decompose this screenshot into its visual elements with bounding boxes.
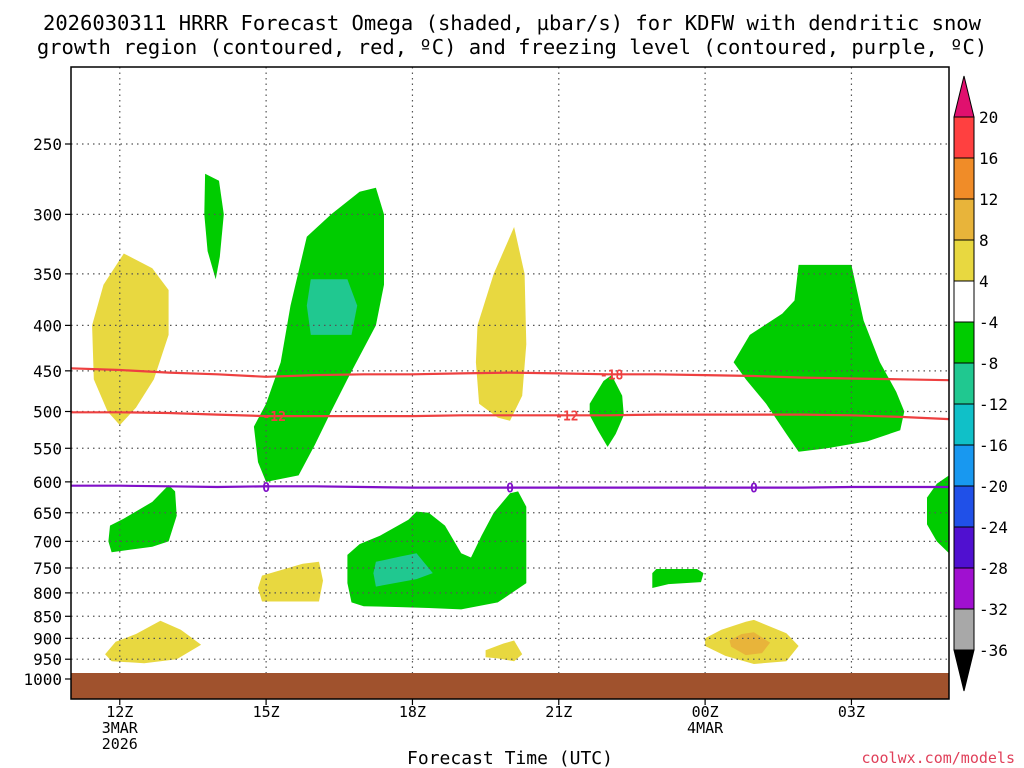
- omega-region-sink-18z-core: [373, 553, 433, 587]
- chart-title-line-2: growth region (contoured, red, ºC) and f…: [37, 35, 987, 59]
- colorbar-tick--36: -36: [979, 641, 1008, 660]
- contour-labels: -18 -12 0 -12 0 0: [262, 368, 758, 497]
- ground-surface: [71, 673, 949, 699]
- y-tick-label-650: 650: [33, 504, 62, 523]
- colorbar-bin--12--8: [953, 362, 975, 405]
- colorbar-bin-16-20: [953, 116, 975, 159]
- contour-label-0: 0: [262, 481, 270, 496]
- contour--18: [71, 367, 949, 382]
- colorbar-tick--20: -20: [979, 477, 1008, 496]
- x-tick-label-3-0: 21Z: [545, 703, 572, 721]
- grid-lines: [71, 67, 949, 699]
- x-tick-label-0-1: 3MAR: [102, 719, 139, 737]
- colorbar-bin--4-4: [953, 280, 975, 323]
- colorbar-tick--4: -4: [979, 313, 998, 332]
- contour-label--18: -18: [600, 368, 624, 383]
- y-tick-label-950: 950: [33, 650, 62, 669]
- y-tick-label-750: 750: [33, 559, 62, 578]
- x-tick-label-4-0: 00Z: [692, 703, 719, 721]
- omega-region-rise-12z-upper: [92, 253, 169, 426]
- contour-label-extra-2: 0: [750, 482, 758, 497]
- colorbar-bin--16--12: [953, 403, 975, 446]
- x-tick-label-0-2: 2026: [102, 735, 138, 753]
- y-tick-label-1000: 1000: [23, 670, 62, 689]
- omega-region-sink-right-edge: [927, 475, 949, 554]
- colorbar-tick--24: -24: [979, 518, 1008, 537]
- omega-region-sink-22z-small: [589, 375, 624, 447]
- colorbar-bin--36--32: [953, 608, 975, 651]
- omega-region-sink-14z-thin: [204, 173, 224, 280]
- contour--12: [71, 411, 949, 421]
- colorbar-tick--32: -32: [979, 600, 1008, 619]
- colorbar-bin--32--28: [953, 567, 975, 610]
- x-tick-label-2-0: 18Z: [399, 703, 426, 721]
- contour-label-extra-0: -12: [555, 409, 578, 424]
- y-tick-label-250: 250: [33, 135, 62, 154]
- y-tick-label-350: 350: [33, 265, 62, 284]
- colorbar-bin--8--4: [953, 321, 975, 364]
- y-tick-label-900: 900: [33, 629, 62, 648]
- colorbar-tick--12: -12: [979, 395, 1008, 414]
- contour-label--12: -12: [262, 410, 285, 425]
- x-tick-label-1-0: 15Z: [253, 703, 280, 721]
- colorbar-bin--20--16: [953, 444, 975, 487]
- ground-band: [71, 673, 949, 699]
- y-tick-label-550: 550: [33, 439, 62, 458]
- omega-region-sink-16z-core: [306, 279, 358, 335]
- colorbar-bin-4-8: [953, 239, 975, 282]
- omega-region-sink-01z-upper: [733, 264, 905, 452]
- colorbar-bin-12-16: [953, 157, 975, 200]
- colorbar-tick-4: 4: [979, 272, 989, 291]
- y-axis: 250 300 350 400 450 500 550 600 650 700 750 800 850 9…: [23, 135, 71, 689]
- x-tick-label-0-0: 12Z: [106, 703, 133, 721]
- omega-region-sink-23z-low: [652, 569, 704, 588]
- colorbar-under-arrow: [953, 649, 975, 692]
- colorbar-tick-16: 16: [979, 149, 998, 168]
- omega-region-rise-12z-low: [105, 620, 202, 664]
- colorbar: 20 16 12 8 4 -4 -8 -12 -16 -20 -24 -28 -32 -36: [953, 75, 1008, 692]
- colorbar-tick-12: 12: [979, 190, 998, 209]
- credit-text: coolwx.com/models: [861, 749, 1015, 767]
- omega-region-rise-15z-low: [258, 561, 323, 602]
- y-tick-label-450: 450: [33, 362, 62, 381]
- y-tick-label-400: 400: [33, 316, 62, 335]
- colorbar-bin--28--24: [953, 526, 975, 569]
- colorbar-tick-20: 20: [979, 108, 998, 127]
- plot-area: -18 -12 0 -12 0 0: [70, 66, 950, 700]
- contour-0: [71, 484, 949, 489]
- contour-label-extra-1: 0: [506, 482, 514, 497]
- y-tick-label-600: 600: [33, 473, 62, 492]
- plot-frame: [70, 66, 950, 700]
- colorbar-tick-8: 8: [979, 231, 989, 250]
- omega-region-rise-20z-low: [485, 640, 523, 662]
- x-tick-label-5-0: 03Z: [838, 703, 865, 721]
- omega-region-sink-12z-lower: [108, 485, 177, 553]
- colorbar-tick--8: -8: [979, 354, 998, 373]
- x-axis-title: Forecast Time (UTC): [407, 748, 613, 768]
- colorbar-bin-8-12: [953, 198, 975, 241]
- y-tick-label-700: 700: [33, 532, 62, 551]
- colorbar-bin--24--20: [953, 485, 975, 528]
- colorbar-tick--28: -28: [979, 559, 1008, 578]
- temperature-contours: [71, 367, 949, 489]
- x-tick-label-4-1: 4MAR: [687, 719, 724, 737]
- chart-title-line-1: 2026030311 HRRR Forecast Omega (shaded, …: [43, 11, 982, 35]
- colorbar-tick--16: -16: [979, 436, 1008, 455]
- y-tick-label-500: 500: [33, 403, 62, 422]
- y-tick-label-850: 850: [33, 607, 62, 626]
- y-tick-label-800: 800: [33, 584, 62, 603]
- y-tick-label-300: 300: [33, 205, 62, 224]
